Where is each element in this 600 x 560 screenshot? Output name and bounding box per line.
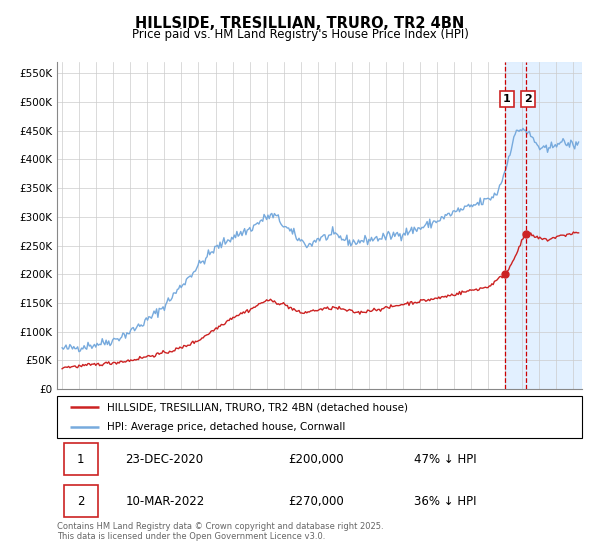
- Text: 36% ↓ HPI: 36% ↓ HPI: [414, 495, 476, 508]
- Text: HPI: Average price, detached house, Cornwall: HPI: Average price, detached house, Corn…: [107, 422, 345, 432]
- Bar: [64, 443, 98, 475]
- Text: 2: 2: [77, 495, 85, 508]
- Text: 1: 1: [77, 452, 85, 465]
- Text: 2: 2: [524, 94, 532, 104]
- Text: 23-DEC-2020: 23-DEC-2020: [125, 452, 203, 465]
- Text: HILLSIDE, TRESILLIAN, TRURO, TR2 4BN (detached house): HILLSIDE, TRESILLIAN, TRURO, TR2 4BN (de…: [107, 402, 408, 412]
- Bar: [64, 486, 98, 517]
- Text: Contains HM Land Registry data © Crown copyright and database right 2025.
This d: Contains HM Land Registry data © Crown c…: [57, 522, 383, 542]
- Text: 1: 1: [503, 94, 511, 104]
- Text: 10-MAR-2022: 10-MAR-2022: [125, 495, 205, 508]
- Text: Price paid vs. HM Land Registry's House Price Index (HPI): Price paid vs. HM Land Registry's House …: [131, 28, 469, 41]
- Text: £270,000: £270,000: [288, 495, 344, 508]
- Text: HILLSIDE, TRESILLIAN, TRURO, TR2 4BN: HILLSIDE, TRESILLIAN, TRURO, TR2 4BN: [136, 16, 464, 31]
- Text: £200,000: £200,000: [288, 452, 344, 465]
- Text: 47% ↓ HPI: 47% ↓ HPI: [414, 452, 476, 465]
- Bar: [505, 62, 582, 389]
